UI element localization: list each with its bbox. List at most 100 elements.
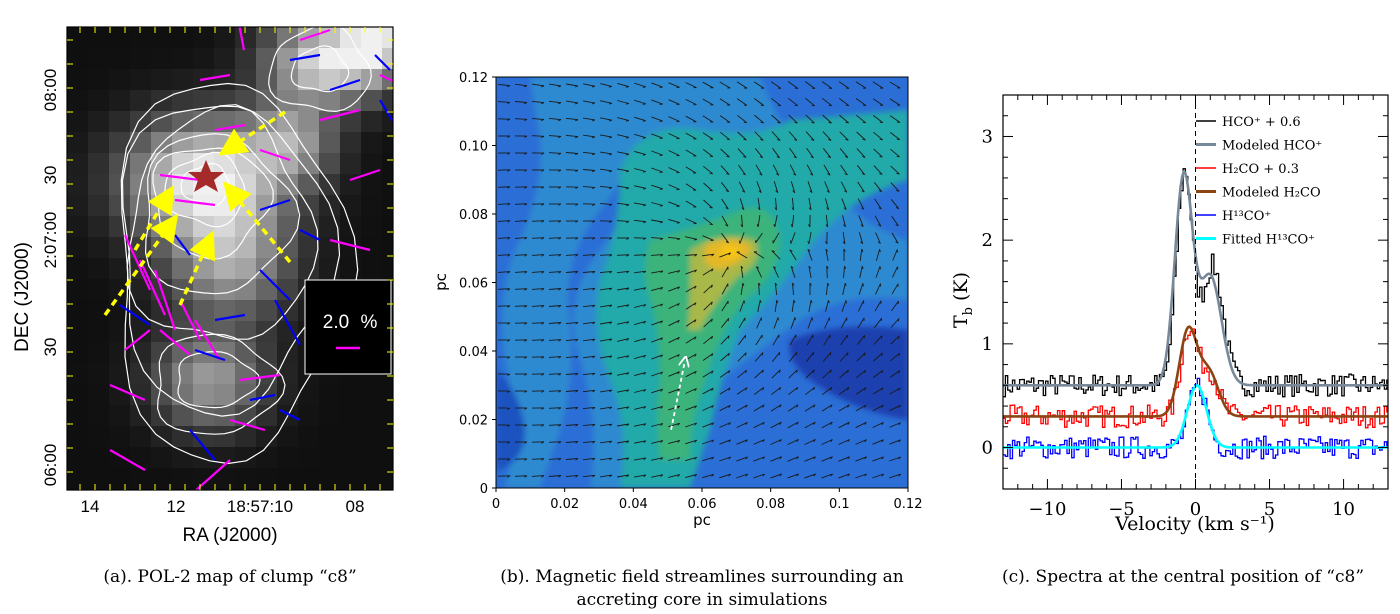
map-pixel [88,195,110,217]
field-vector [892,249,898,261]
field-vector [720,335,730,345]
field-vector [770,81,782,89]
map-pixel [67,153,89,175]
field-vector-head [694,405,697,409]
field-vector-head [643,270,647,274]
map-pixel [88,153,110,175]
field-vector-head [626,237,630,240]
field-vector [548,117,562,121]
field-vector [891,232,899,244]
field-vector [774,300,778,312]
map-pixel [319,468,341,490]
field-vector [599,203,613,205]
map-pixel [382,153,393,175]
spectrum-1 [1003,169,1388,387]
map-pixel [109,300,131,322]
map-pixel [235,216,257,238]
field-vector [889,115,901,123]
field-vector-head [592,153,596,156]
field-vector-head [825,224,829,228]
field-vector [824,181,830,193]
field-vector-head [524,373,528,376]
y-axis-label-a: DEC (J2000) [12,242,33,352]
field-vector [633,254,647,256]
field-vector [719,473,731,479]
map-pixel [172,48,194,70]
field-vector-head [677,388,680,392]
field-vector [770,421,782,429]
field-vector [566,100,578,104]
field-vector [617,355,629,359]
polarization-vector-magenta [194,319,221,361]
map-pixel [109,27,131,49]
field-vector-head [608,153,613,156]
map-pixel [214,69,236,91]
map-pixel [67,90,89,112]
y-tick-label-b: 0.04 [459,345,488,360]
map-pixel [88,258,110,280]
field-vector-head [541,102,545,105]
map-pixel [214,363,236,385]
map-pixel [256,216,278,238]
field-vector [719,252,731,258]
field-vector [891,300,899,312]
map-pixel [319,447,341,469]
field-vector [855,473,867,479]
field-vector [634,389,646,393]
map-pixel [88,174,110,196]
map-pixel [235,342,257,364]
field-vector [549,83,561,87]
field-vector [805,352,815,362]
field-vector [772,232,780,244]
field-vector [548,135,562,137]
field-vector [583,117,595,121]
field-vector [600,117,612,121]
field-vector-head [898,387,901,391]
field-vector-head [575,169,579,173]
field-vector [804,404,816,412]
field-vector [565,390,579,392]
field-vector [617,406,629,410]
map-pixel [130,195,152,217]
field-vector [755,232,763,244]
field-vector-head [626,338,630,341]
field-vector-head [524,102,528,105]
field-vector [668,474,680,478]
field-vector [497,83,511,87]
y-tick-label-b: 0.06 [459,277,488,292]
map-pixel [361,90,383,112]
field-vector [565,117,579,121]
field-vector-head [558,305,562,308]
field-vector [514,203,528,205]
field-vector-head [774,207,777,211]
field-vector [531,339,545,341]
field-vector-head [759,173,763,176]
field-vector [872,81,884,89]
map-pixel [256,321,278,343]
field-vector-head [812,352,815,356]
field-vector-head [694,319,697,323]
field-vector-head [558,135,562,139]
field-vector-head [541,305,545,308]
field-vector [702,268,714,276]
map-pixel [67,27,89,49]
map-pixel [298,489,320,490]
field-vector-head [659,154,663,156]
field-vector [531,220,545,222]
x-tick-label-c: 5 [1264,499,1275,520]
field-vector [838,456,850,462]
map-pixel [382,405,393,427]
field-vector-head [524,356,528,359]
map-pixel [382,447,393,469]
field-vector [720,352,730,362]
field-vector-head [541,356,545,359]
field-vector-head [609,389,613,393]
field-vector [857,317,865,329]
field-vector-head [759,299,762,304]
field-vector-head [728,422,731,426]
field-vector-head [711,422,714,426]
map-pixel [151,363,173,385]
field-vector-head [524,271,528,274]
field-vector [531,100,545,104]
field-vector-head [524,305,528,308]
